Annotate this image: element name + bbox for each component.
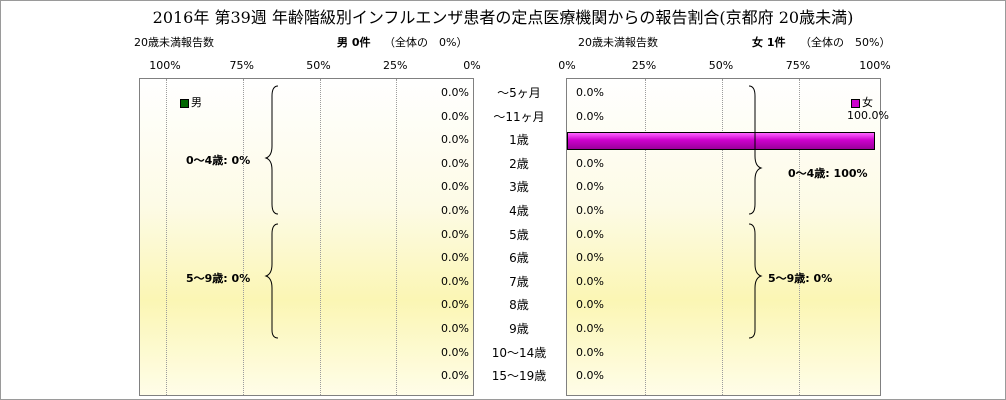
male-header-count: 男 0件 — [337, 36, 371, 49]
female-gridline — [799, 79, 800, 395]
female-brace-5-9 — [748, 223, 763, 339]
male-data-label: 0.0% — [441, 369, 469, 383]
female-header-count: 女 1件 — [752, 36, 786, 49]
male-data-label: 0.0% — [441, 156, 469, 170]
male-legend: 男 — [180, 94, 202, 110]
female-data-label: 0.0% — [576, 204, 604, 217]
category-label: 1歳 — [509, 133, 529, 148]
female-data-label: 0.0% — [576, 180, 604, 194]
male-brace-label-0-4: 0～4歳: 0% — [186, 154, 251, 167]
female-plot-area: 女 — [566, 78, 881, 396]
male-tick-label: 25% — [383, 59, 408, 72]
female-bar — [567, 132, 875, 151]
female-data-label: 0.0% — [576, 227, 604, 241]
chart-title: 2016年 第39週 年齢階級別インフルエンザ患者の定点医療機関からの報告割合(… — [152, 8, 854, 27]
male-header-label: 20歳未満報告数 — [134, 36, 214, 49]
male-data-label: 0.0% — [441, 251, 469, 265]
male-tick-label: 0% — [463, 59, 481, 72]
female-legend-swatch — [851, 98, 860, 108]
female-data-label: 0.0% — [576, 369, 604, 383]
female-data-label: 0.0% — [576, 298, 604, 312]
female-data-label: 0.0% — [576, 156, 604, 170]
category-label: ～11ヶ月 — [493, 109, 545, 124]
male-gridline — [319, 79, 321, 395]
female-tick-label: 25% — [631, 59, 657, 72]
female-data-label: 0.0% — [576, 274, 604, 288]
female-tick-label: 0% — [558, 59, 576, 72]
male-data-label: 0.0% — [441, 109, 469, 123]
male-data-label: 0.0% — [441, 274, 469, 288]
male-brace-5-9 — [264, 223, 279, 339]
male-gridline — [242, 79, 244, 395]
category-label: 15～19歳 — [491, 369, 547, 384]
female-data-label: 0.0% — [576, 109, 604, 123]
category-label: 4歳 — [509, 204, 529, 218]
female-brace-label-5-9: 5～9歳: 0% — [768, 272, 833, 285]
female-data-label: 0.0% — [576, 322, 604, 335]
male-data-label: 0.0% — [441, 180, 469, 194]
female-legend-label: 女 — [862, 96, 873, 109]
female-brace-0-4 — [748, 85, 763, 215]
male-gridline — [166, 79, 167, 395]
category-label: 5歳 — [509, 227, 529, 242]
category-label: 10～14歳 — [491, 345, 547, 360]
male-data-label: 0.0% — [441, 204, 469, 217]
category-label: 8歳 — [509, 298, 529, 313]
male-brace-label-5-9: 5～9歳: 0% — [186, 272, 251, 285]
male-data-label: 0.0% — [441, 298, 469, 312]
female-header-label: 20歳未満報告数 — [578, 36, 658, 49]
female-brace-label-0-4: 0～4歳: 100% — [788, 167, 868, 180]
female-data-label: 0.0% — [576, 345, 604, 359]
female-data-label: 0.0% — [576, 86, 604, 99]
category-label: 7歳 — [509, 274, 529, 289]
category-label: 6歳 — [509, 251, 529, 266]
female-data-label: 0.0% — [576, 251, 604, 265]
male-header-share: （全体の 0%） — [384, 36, 468, 49]
female-gridline — [645, 79, 646, 395]
category-label: 9歳 — [509, 322, 529, 336]
male-legend-label: 男 — [191, 96, 202, 109]
female-header-share: （全体の 50%） — [800, 36, 891, 49]
male-brace-0-4 — [264, 85, 279, 215]
male-data-label: 0.0% — [441, 86, 469, 99]
female-gridline — [722, 79, 723, 395]
category-label: 2歳 — [509, 156, 529, 171]
category-label: 3歳 — [509, 180, 529, 195]
male-tick-label: 100% — [149, 59, 181, 72]
male-plot-area: 男 — [139, 78, 474, 396]
female-tick-label: 100% — [859, 59, 891, 72]
male-data-label: 0.0% — [441, 133, 469, 147]
male-data-label: 0.0% — [441, 322, 469, 335]
female-data-label: 100.0% — [847, 109, 889, 123]
male-tick-label: 75% — [229, 59, 254, 72]
male-legend-swatch — [180, 98, 189, 108]
female-legend: 女 — [851, 94, 873, 110]
male-data-label: 0.0% — [441, 345, 469, 359]
male-data-label: 0.0% — [441, 227, 469, 241]
female-tick-label: 75% — [785, 59, 811, 72]
female-tick-label: 50% — [708, 59, 734, 72]
male-tick-label: 50% — [306, 59, 331, 72]
male-gridline — [396, 79, 398, 395]
category-label: ～5ヶ月 — [497, 86, 541, 100]
